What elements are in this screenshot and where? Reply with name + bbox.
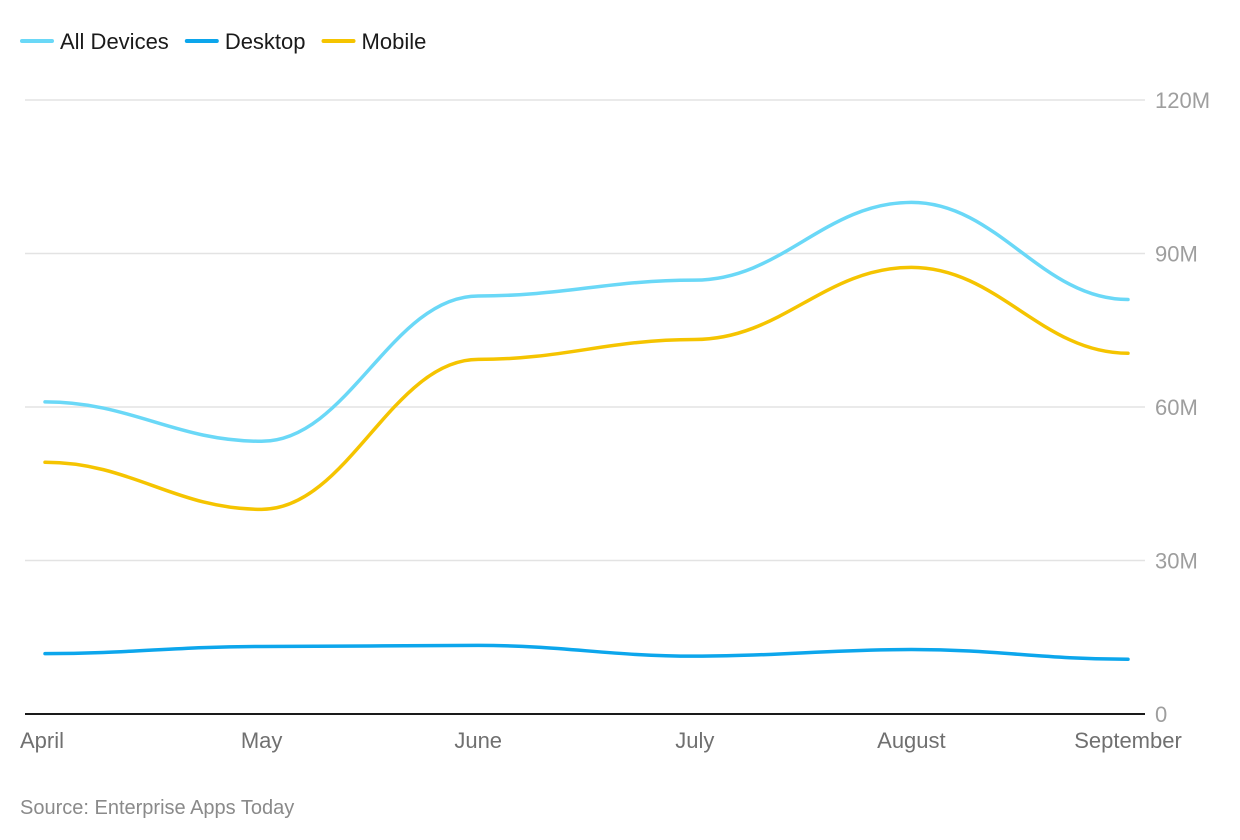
- series-line-all-devices: [43, 200, 1130, 444]
- legend-label: All Devices: [60, 29, 169, 54]
- legend: All Devices Desktop Mobile: [20, 29, 427, 54]
- y-tick-label: 90M: [1155, 242, 1198, 267]
- y-tick-label: 0: [1155, 702, 1167, 727]
- x-tick-label: July: [675, 728, 714, 753]
- legend-label: Mobile: [362, 29, 427, 54]
- series-lines: [43, 200, 1130, 662]
- y-tick-label: 30M: [1155, 549, 1198, 574]
- y-axis-ticks: 0 30M 60M 90M 120M: [1155, 88, 1210, 727]
- x-tick-label: September: [1074, 728, 1182, 753]
- y-tick-label: 60M: [1155, 395, 1198, 420]
- x-tick-label: May: [241, 728, 283, 753]
- series-line-desktop: [43, 643, 1130, 662]
- y-tick-label: 120M: [1155, 88, 1210, 113]
- series-line-mobile: [43, 265, 1130, 512]
- x-tick-label: June: [454, 728, 502, 753]
- legend-label: Desktop: [225, 29, 306, 54]
- grid-lines: [25, 99, 1145, 715]
- x-axis-ticks: April May June July August September: [20, 728, 1182, 753]
- x-tick-label: August: [877, 728, 946, 753]
- source-note: Source: Enterprise Apps Today: [20, 797, 294, 819]
- x-tick-label: April: [20, 728, 64, 753]
